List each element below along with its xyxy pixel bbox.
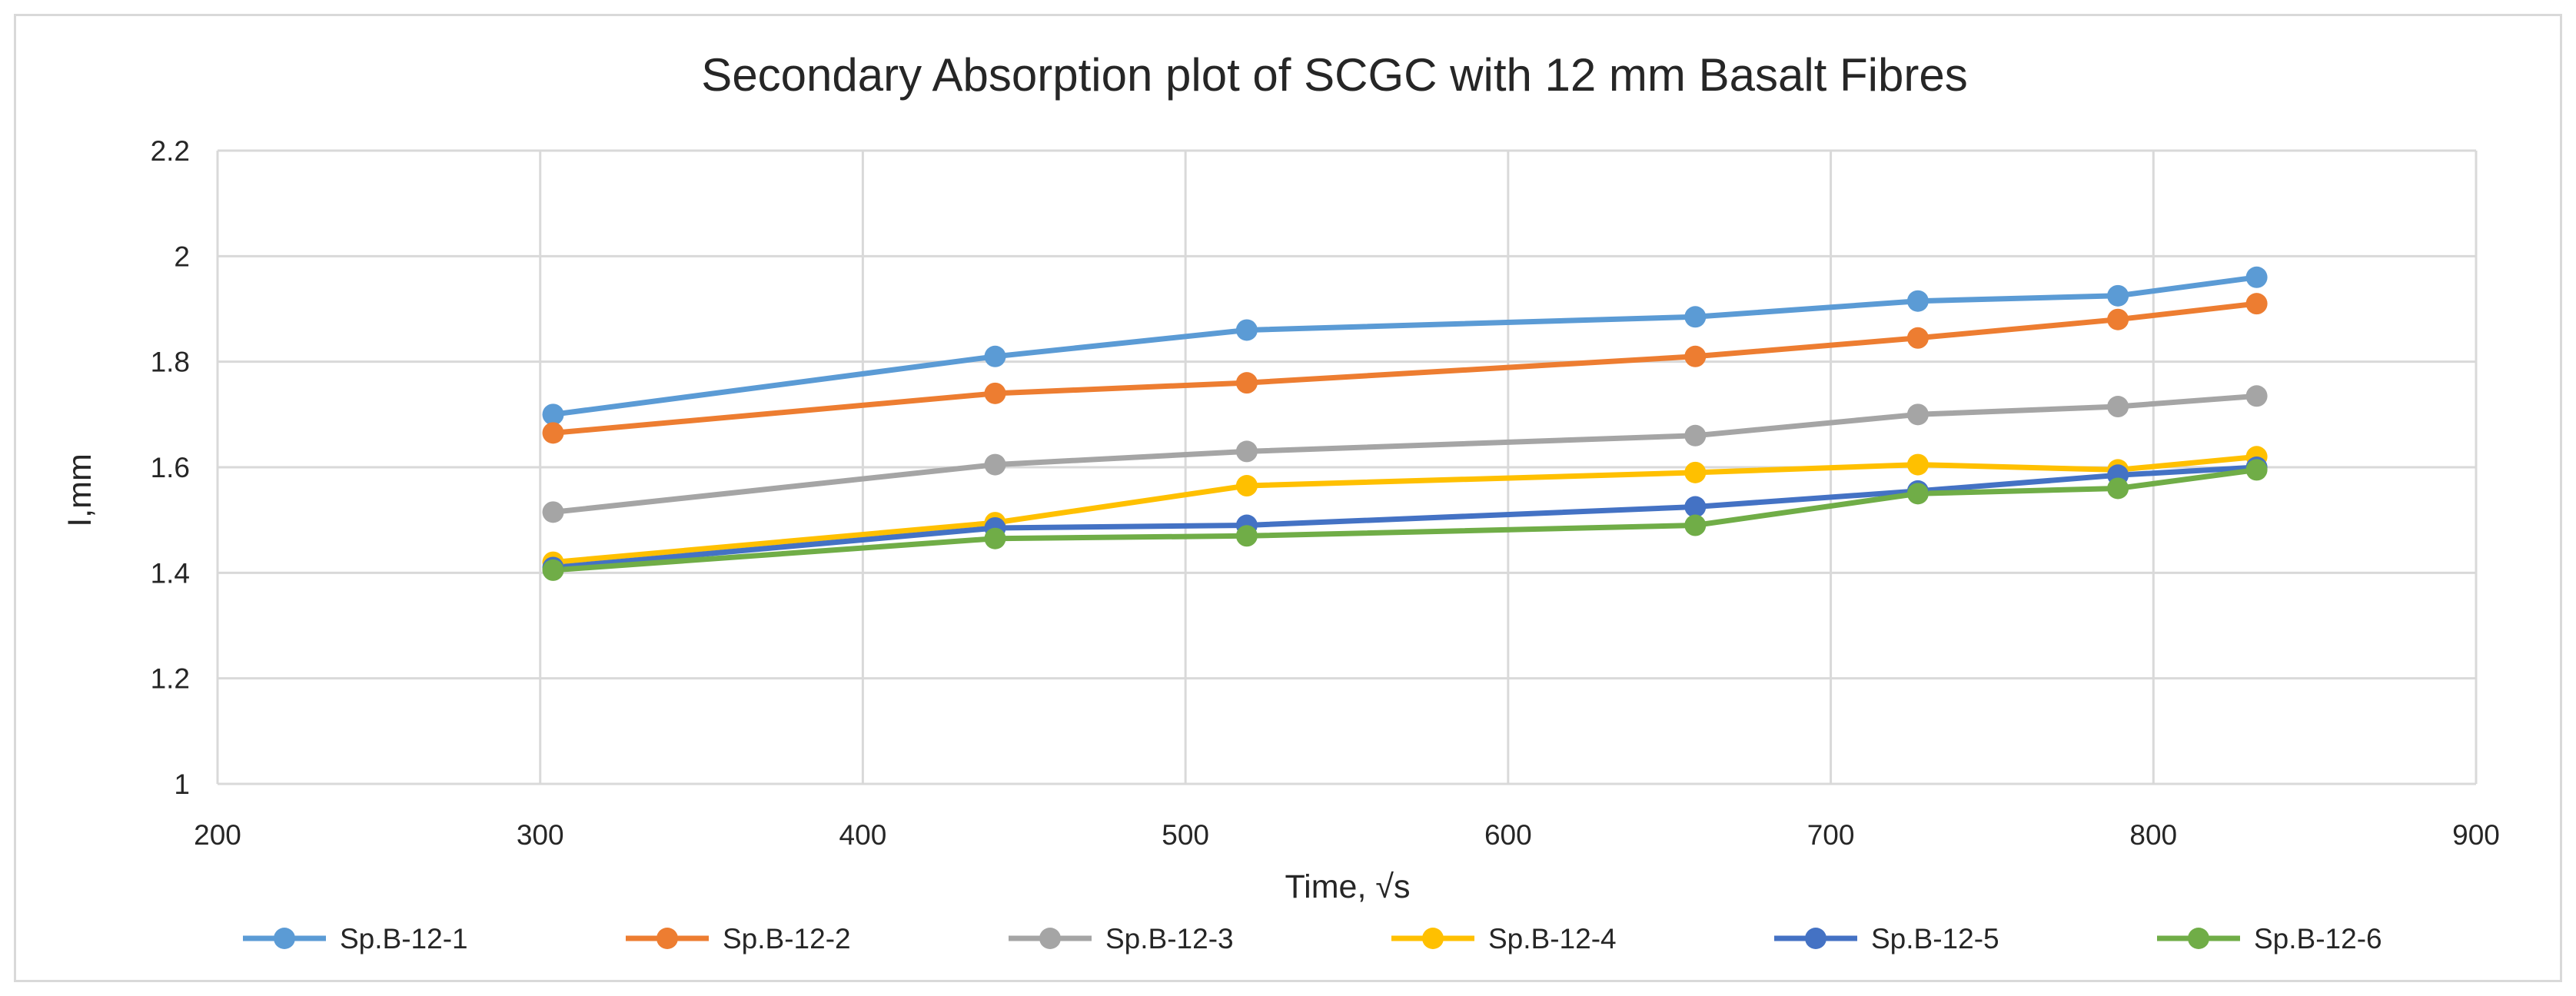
data-point-2-3 (1235, 372, 1258, 394)
legend-item-5: Sp.B-12-5 (1774, 923, 1999, 954)
y-gridlines (218, 149, 2476, 785)
y-axis-title: I,mm (61, 453, 98, 527)
data-point-1-2 (984, 345, 1006, 367)
data-point-6-7 (2245, 459, 2268, 481)
series-points (542, 266, 2268, 581)
x-tick-labels: 200 300 400 500 600 700 800 900 (194, 819, 2500, 851)
data-point-3-2 (984, 453, 1006, 476)
legend-label: Sp.B-12-4 (1488, 923, 1617, 954)
data-point-2-7 (2245, 293, 2268, 315)
series-line-1 (550, 274, 2260, 417)
x-tick-label: 500 (1162, 819, 1209, 851)
chart-frame: Secondary Absorption plot of SCGC with 1… (14, 14, 2562, 982)
legend-item-3: Sp.B-12-3 (1009, 923, 1234, 954)
legend-label: Sp.B-12-6 (2254, 923, 2382, 954)
legend-item-4: Sp.B-12-4 (1391, 923, 1617, 954)
data-point-1-7 (2245, 266, 2268, 288)
y-tick-label: 1.4 (151, 557, 190, 589)
data-point-2-1 (542, 422, 564, 444)
y-tick-label: 2 (174, 241, 190, 272)
data-point-1-6 (2107, 284, 2129, 307)
legend-swatch-marker (1422, 928, 1444, 949)
data-point-3-6 (2107, 396, 2129, 418)
data-point-5-4 (1684, 496, 1707, 518)
legend-item-2: Sp.B-12-2 (626, 923, 851, 954)
legend-label: Sp.B-12-3 (1105, 923, 1234, 954)
legend-swatch-marker (274, 928, 295, 949)
x-tick-label: 700 (1807, 819, 1855, 851)
series-line-3 (550, 393, 2260, 515)
y-tick-label: 1.2 (151, 663, 190, 695)
legend-swatch-marker (1805, 928, 1826, 949)
data-point-3-3 (1235, 440, 1258, 463)
data-point-1-3 (1235, 319, 1258, 341)
data-point-6-4 (1684, 514, 1707, 536)
chart-title: Secondary Absorption plot of SCGC with 1… (701, 49, 1967, 101)
legend-label: Sp.B-12-1 (340, 923, 468, 954)
x-tick-label: 800 (2129, 819, 2177, 851)
legend-label: Sp.B-12-5 (1871, 923, 1999, 954)
x-tick-label: 900 (2452, 819, 2500, 851)
series-lines (550, 274, 2260, 573)
data-point-6-3 (1235, 525, 1258, 547)
x-axis-title: Time, √s (1285, 868, 1411, 905)
y-tick-labels: 1 1.2 1.4 1.6 1.8 2 2.2 (151, 135, 190, 800)
data-point-3-1 (542, 501, 564, 523)
data-point-6-5 (1906, 483, 1929, 505)
x-tick-label: 200 (194, 819, 241, 851)
y-tick-label: 1.8 (151, 347, 190, 378)
data-point-6-1 (542, 559, 564, 581)
legend-swatch-marker (1039, 928, 1061, 949)
legend-item-6: Sp.B-12-6 (2157, 923, 2382, 954)
data-point-2-5 (1906, 327, 1929, 349)
chart-svg: Secondary Absorption plot of SCGC with 1… (61, 49, 2500, 954)
x-tick-label: 600 (1484, 819, 1532, 851)
data-point-4-4 (1684, 461, 1707, 483)
data-point-2-6 (2107, 308, 2129, 330)
data-point-3-4 (1684, 424, 1707, 447)
legend-swatch-marker (656, 928, 678, 949)
x-tick-label: 300 (517, 819, 564, 851)
legend-swatch-marker (2188, 928, 2209, 949)
y-tick-label: 2.2 (151, 135, 190, 167)
data-point-4-3 (1235, 475, 1258, 497)
legend-label: Sp.B-12-2 (723, 923, 851, 954)
data-point-6-6 (2107, 477, 2129, 500)
data-point-1-1 (542, 403, 564, 426)
data-point-1-4 (1684, 306, 1707, 328)
data-point-4-5 (1906, 453, 1929, 476)
y-tick-label: 1.6 (151, 452, 190, 483)
legend-item-1: Sp.B-12-1 (243, 923, 468, 954)
data-point-2-2 (984, 382, 1006, 404)
data-point-2-4 (1684, 345, 1707, 367)
x-tick-label: 400 (839, 819, 887, 851)
y-tick-label: 1 (174, 769, 190, 800)
data-point-3-7 (2245, 385, 2268, 407)
data-point-3-5 (1906, 403, 1929, 426)
legend: Sp.B-12-1 Sp.B-12-2 Sp.B-12-3 Sp.B-12-4 Sp.B… (243, 923, 2382, 954)
data-point-6-2 (984, 527, 1006, 549)
data-point-1-5 (1906, 290, 1929, 312)
